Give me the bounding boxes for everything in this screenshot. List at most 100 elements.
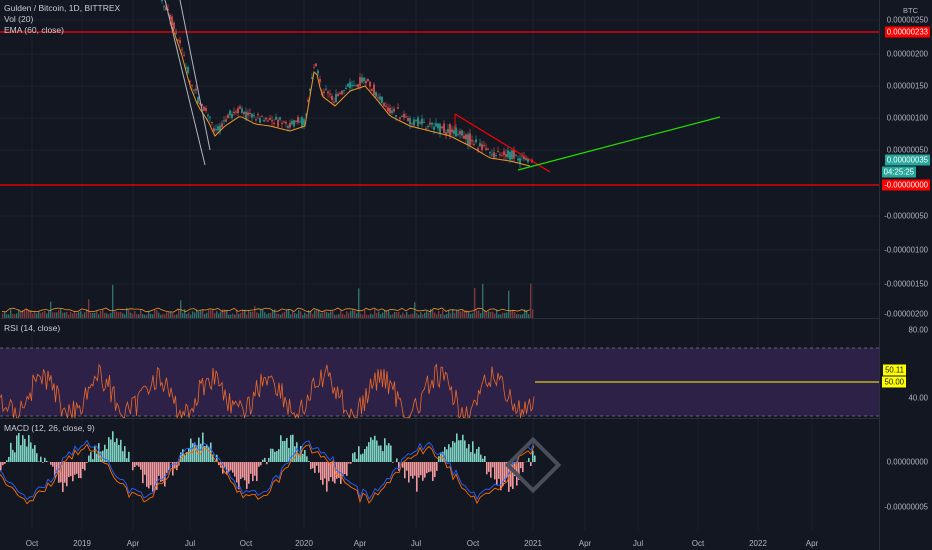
volume-bar [152,314,154,318]
volume-bar [520,314,522,318]
axis-unit: BTC [903,6,918,15]
rsi-legend[interactable]: RSI (14, close) [4,323,61,333]
macd-histogram-bar [298,453,300,462]
volume-bar [168,312,170,318]
macd-histogram-bar [250,462,252,474]
macd-histogram-bar [34,445,36,462]
volume-bar [360,313,362,318]
volume-bar [412,313,414,318]
macd-histogram-bar [510,462,512,487]
candle-body [255,119,257,121]
macd-histogram-bar [228,462,230,472]
volume-bar [272,310,274,318]
candle-body [301,117,303,127]
macd-histogram-bar [326,462,328,492]
rsi-tick: 40.00 [908,393,928,403]
volume-bar [532,309,534,318]
signal-line [0,443,535,505]
volume-bar [304,312,306,318]
volume-bar [64,312,66,318]
macd-histogram-bar [280,435,282,462]
volume-bar [90,312,92,318]
candle-body [323,91,325,93]
macd-histogram-bar [2,462,4,466]
candle-body [283,121,285,123]
volume-bar [242,310,244,318]
macd-histogram-bar [104,444,106,462]
candle-body [479,143,481,147]
candle-body [453,130,455,134]
volume-bar [92,312,94,318]
candle-body [285,121,287,124]
volume-bar [188,312,190,318]
volume-bar [290,314,292,318]
chart-canvas[interactable] [0,0,880,550]
macd-histogram-bar [90,452,92,462]
candle-body [307,99,309,102]
chart-area[interactable] [0,0,880,550]
pane-separator-macd[interactable] [0,418,932,419]
candle-body [195,88,197,91]
volume-bar [144,314,146,318]
macd-histogram-bar [44,457,46,462]
volume-bar [8,314,10,318]
vol-legend[interactable]: Vol (20) [4,14,34,24]
macd-histogram-bar [18,432,20,462]
macd-histogram-bar [254,462,256,476]
candle-body [523,156,525,160]
macd-histogram-bar [444,446,446,462]
macd-histogram-bar [404,462,406,479]
candle-body [427,126,429,128]
volume-bar [464,310,466,318]
volume-bar [16,313,18,318]
volume-bar [518,313,520,318]
volume-bar [264,312,266,318]
volume-bar [488,311,490,318]
candle-body [437,123,439,129]
volume-bar [66,311,68,318]
volume-bar [88,299,90,318]
candle-body [499,154,501,156]
candle-body [463,135,465,139]
candle-body [213,128,215,132]
time-tick: Apr [578,539,592,548]
candle-body [363,77,365,82]
ema-legend[interactable]: EMA (60, close) [4,25,64,35]
symbol-title[interactable]: Gulden / Bitcoin, 1D, BITTREX [4,3,121,13]
macd-histogram-bar [398,462,400,471]
macd-histogram-bar [484,455,486,462]
volume-bar [494,313,496,318]
candle-body [207,114,209,116]
macd-histogram-bar [16,435,18,462]
candle-body [169,15,171,20]
candle-body [497,151,499,153]
candle-body [483,145,485,147]
volume-bar [50,301,52,318]
price-tick: -0.00000200 [884,309,928,319]
macd-histogram-bar [244,462,246,481]
volume-bar [386,310,388,318]
volume-bar [132,313,134,318]
rsi-tick: 80.00 [908,325,928,335]
volume-bar [406,311,408,318]
volume-bar [314,310,316,318]
macd-legend[interactable]: MACD (12, 26, close, 9) [4,423,95,433]
pane-separator-rsi[interactable] [0,318,932,319]
macd-histogram-bar [202,432,204,462]
macd-histogram-bar [386,445,388,462]
candle-body [455,127,457,137]
price-axis[interactable]: BTC 0.00000250 0.00000200 0.00000150 0.0… [879,0,932,550]
macd-histogram-bar [466,448,468,462]
candle-body [401,115,403,117]
volume-bar [166,312,168,318]
candle-body [471,139,473,142]
volume-bar [438,310,440,318]
volume-bar [316,309,318,318]
macd-histogram-bar [432,462,434,481]
volume-bar [56,312,58,318]
candle-body [287,125,289,128]
macd-histogram-bar [528,458,530,462]
volume-bar [396,312,398,318]
volume-bar [288,309,290,318]
candle-body [493,152,495,158]
